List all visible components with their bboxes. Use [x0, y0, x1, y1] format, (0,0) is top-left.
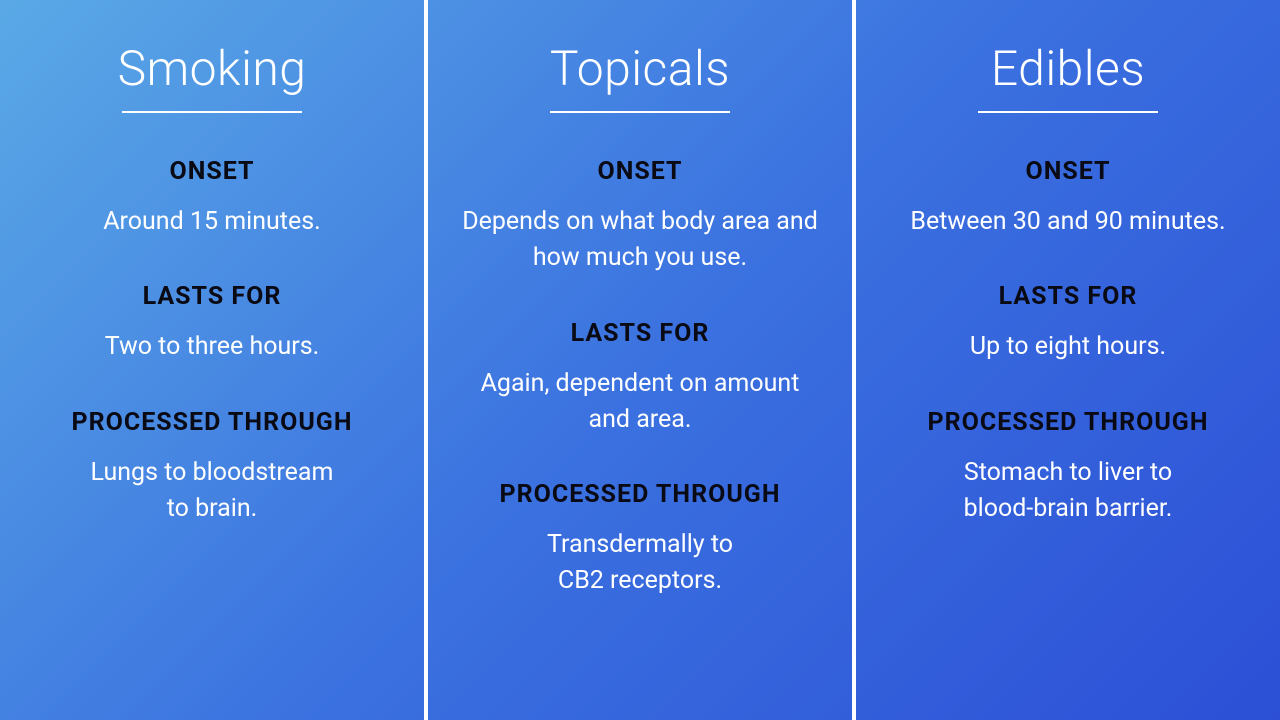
section-label-onset: ONSET — [169, 157, 254, 186]
column-title: Smoking — [118, 40, 307, 97]
title-underline — [122, 111, 302, 113]
onset-text: Between 30 and 90 minutes. — [910, 204, 1225, 240]
lasts-text: Up to eight hours. — [970, 329, 1166, 365]
onset-text: Depends on what body area and how much y… — [460, 204, 820, 277]
title-underline — [550, 111, 730, 113]
column-smoking: Smoking ONSET Around 15 minutes. LASTS F… — [0, 0, 424, 720]
column-edibles: Edibles ONSET Between 30 and 90 minutes.… — [856, 0, 1280, 720]
processed-text: Lungs to bloodstream to brain. — [91, 455, 334, 528]
lasts-text: Two to three hours. — [105, 329, 320, 365]
section-label-lasts: LASTS FOR — [999, 282, 1138, 311]
section-label-lasts: LASTS FOR — [143, 282, 282, 311]
processed-text: Stomach to liver to blood-brain barrier. — [964, 455, 1173, 528]
lasts-text: Again, dependent on amount and area. — [460, 366, 820, 439]
section-label-onset: ONSET — [597, 157, 682, 186]
processed-text: Transdermally to CB2 receptors. — [547, 527, 733, 600]
section-label-processed: PROCESSED THROUGH — [71, 408, 352, 437]
section-label-processed: PROCESSED THROUGH — [927, 408, 1208, 437]
column-topicals: Topicals ONSET Depends on what body area… — [428, 0, 852, 720]
column-title: Edibles — [991, 40, 1145, 97]
title-underline — [978, 111, 1158, 113]
column-title: Topicals — [550, 40, 730, 97]
section-label-lasts: LASTS FOR — [571, 319, 710, 348]
section-label-onset: ONSET — [1025, 157, 1110, 186]
onset-text: Around 15 minutes. — [103, 204, 321, 240]
section-label-processed: PROCESSED THROUGH — [499, 480, 780, 509]
